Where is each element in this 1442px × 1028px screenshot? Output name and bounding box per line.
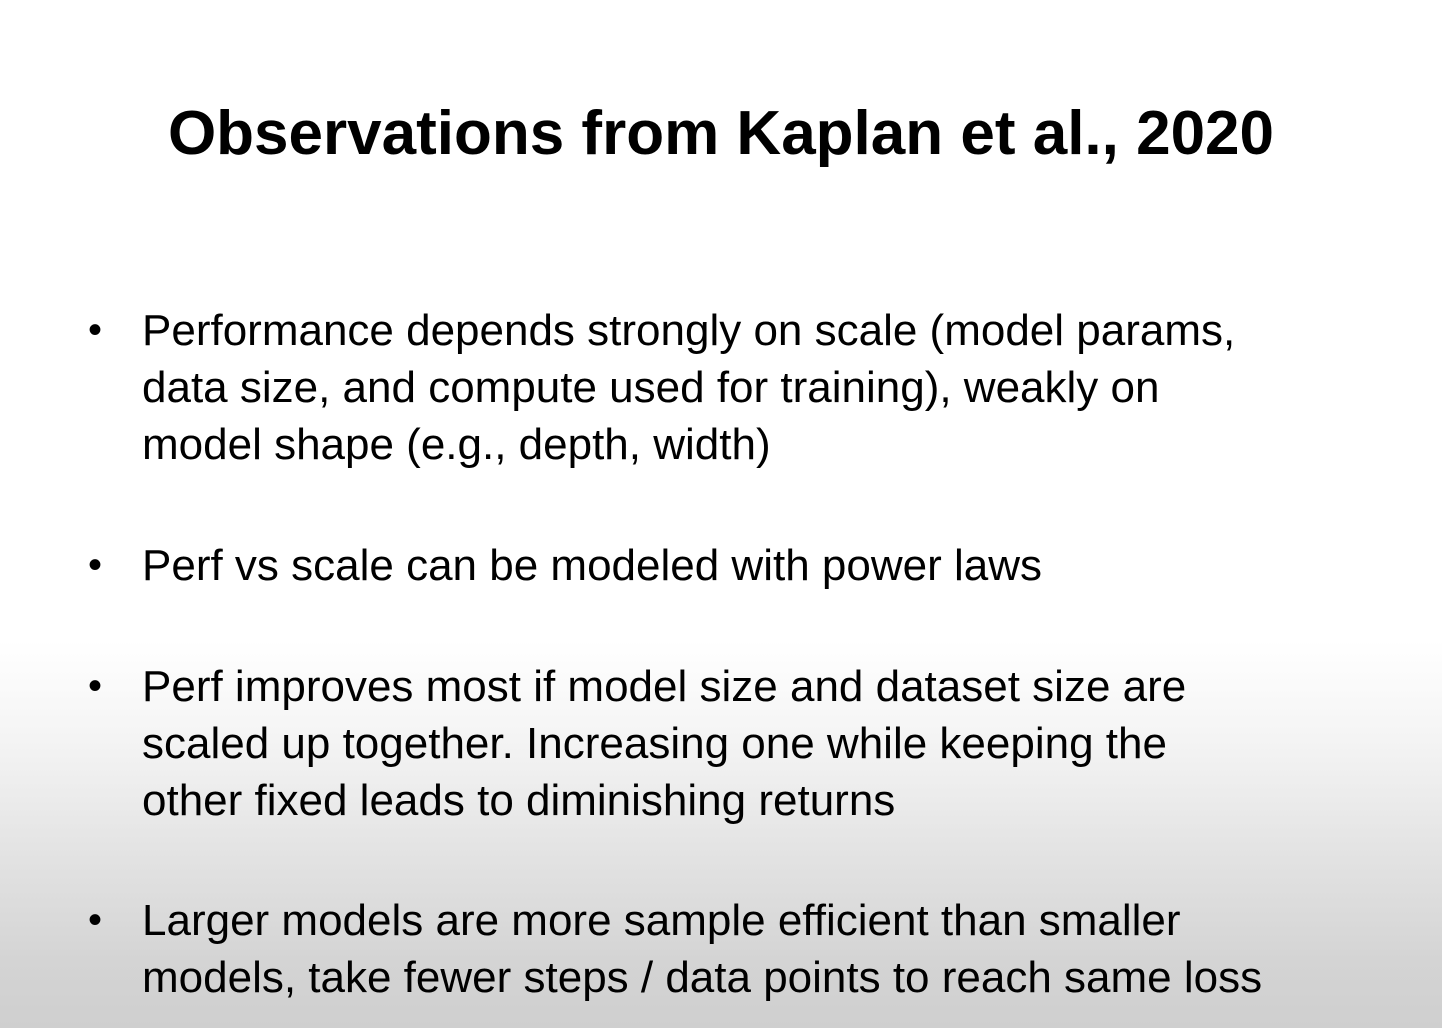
bullet-text: Perf improves most if model size and dat… [142,662,1187,825]
bullet-item: • Performance depends strongly on scale … [88,302,1408,473]
slide-title: Observations from Kaplan et al., 2020 [167,99,1275,168]
bullet-marker: • [88,308,103,352]
bullet-marker: • [88,664,103,708]
bullet-item: • Perf improves most if model size and d… [88,658,1408,829]
bullet-text: Performance depends strongly on scale (m… [142,306,1236,469]
bullet-item: • Perf vs scale can be modeled with powe… [88,537,1408,594]
bullet-text: Perf vs scale can be modeled with power … [142,541,1042,590]
bullet-item: • Larger models are more sample efficien… [88,892,1408,1006]
bullet-marker: • [88,543,103,587]
bullet-marker: • [88,898,103,942]
bullet-text: Larger models are more sample efficient … [142,896,1263,1002]
